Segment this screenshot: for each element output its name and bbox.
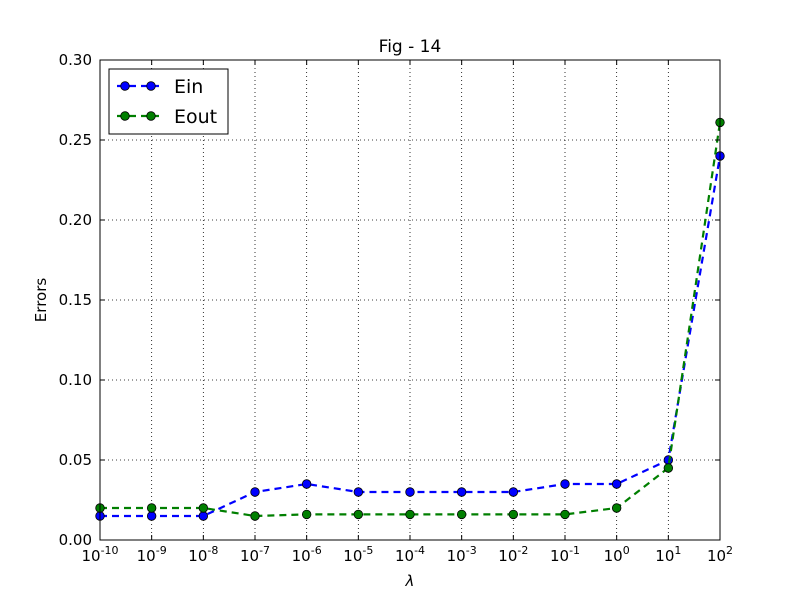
grid <box>100 60 720 540</box>
data-point-ein <box>560 479 570 489</box>
data-point-eout <box>146 503 157 513</box>
legend-marker <box>146 81 156 91</box>
x-tick-label: 10-5 <box>343 544 373 565</box>
data-point-eout <box>405 509 415 520</box>
data-point-eout <box>198 503 209 513</box>
data-point-ein <box>663 455 674 465</box>
legend: Ein Eout <box>108 68 229 135</box>
x-tick-label: 10-8 <box>188 544 218 565</box>
ticks <box>99 59 721 541</box>
legend-label: Eout <box>174 106 217 128</box>
x-tick-labels: 10-10 10-9 10-8 10-7 10-6 10-5 10-4 10-3 10-2 10-… <box>81 544 733 565</box>
legend-box <box>108 68 229 135</box>
x-tick-label: 10-1 <box>550 544 580 565</box>
x-tick-label: 10-2 <box>498 544 528 565</box>
x-tick-label: 10-3 <box>447 544 477 565</box>
legend-label: Ein <box>174 76 203 98</box>
legend-item-ein: Ein <box>117 76 203 98</box>
series-eout <box>95 117 725 521</box>
data-point-eout <box>663 463 674 473</box>
data-point-ein <box>146 511 157 521</box>
data-point-ein <box>456 487 467 497</box>
data-point-ein <box>353 487 364 497</box>
x-tick-label: 10-9 <box>137 544 167 565</box>
data-point-eout <box>611 503 622 513</box>
series-layer <box>95 117 725 521</box>
data-point-ein <box>250 487 260 497</box>
y-tick-label: 0.30 <box>59 51 92 69</box>
data-point-eout <box>301 509 312 520</box>
data-point-ein <box>405 487 415 497</box>
x-axis-label: λ <box>405 572 415 590</box>
x-tick-label: 10-4 <box>395 544 425 565</box>
x-tick-label: 102 <box>707 544 733 565</box>
chart-title: Fig - 14 <box>379 37 442 57</box>
data-point-ein <box>611 479 622 489</box>
x-tick-label: 10-7 <box>240 544 270 565</box>
y-tick-label: 0.15 <box>59 291 92 309</box>
y-tick-labels: 0.00 0.05 0.10 0.15 0.20 0.25 0.30 <box>59 51 92 549</box>
data-point-eout <box>353 509 364 520</box>
x-tick-label: 10-10 <box>81 544 118 565</box>
y-tick-label: 0.10 <box>59 371 92 389</box>
data-point-eout <box>508 509 519 520</box>
legend-marker <box>120 81 130 91</box>
x-tick-label: 101 <box>655 544 681 565</box>
data-point-eout <box>250 511 260 521</box>
y-tick-label: 0.20 <box>59 211 92 229</box>
y-axis-label: Errors <box>32 278 50 323</box>
legend-item-eout: Eout <box>117 106 217 128</box>
legend-items: Ein Eout <box>117 76 217 128</box>
y-tick-label: 0.25 <box>59 131 92 149</box>
data-point-eout <box>456 509 467 520</box>
data-point-ein <box>301 479 312 489</box>
legend-marker <box>146 111 156 121</box>
data-point-eout <box>560 509 570 520</box>
x-tick-label: 10-6 <box>292 544 322 565</box>
y-tick-label: 0.00 <box>59 531 92 549</box>
y-tick-label: 0.05 <box>59 451 92 469</box>
data-point-ein <box>198 511 209 521</box>
data-point-ein <box>508 487 519 497</box>
x-tick-label: 100 <box>604 544 630 565</box>
legend-marker <box>120 111 130 121</box>
